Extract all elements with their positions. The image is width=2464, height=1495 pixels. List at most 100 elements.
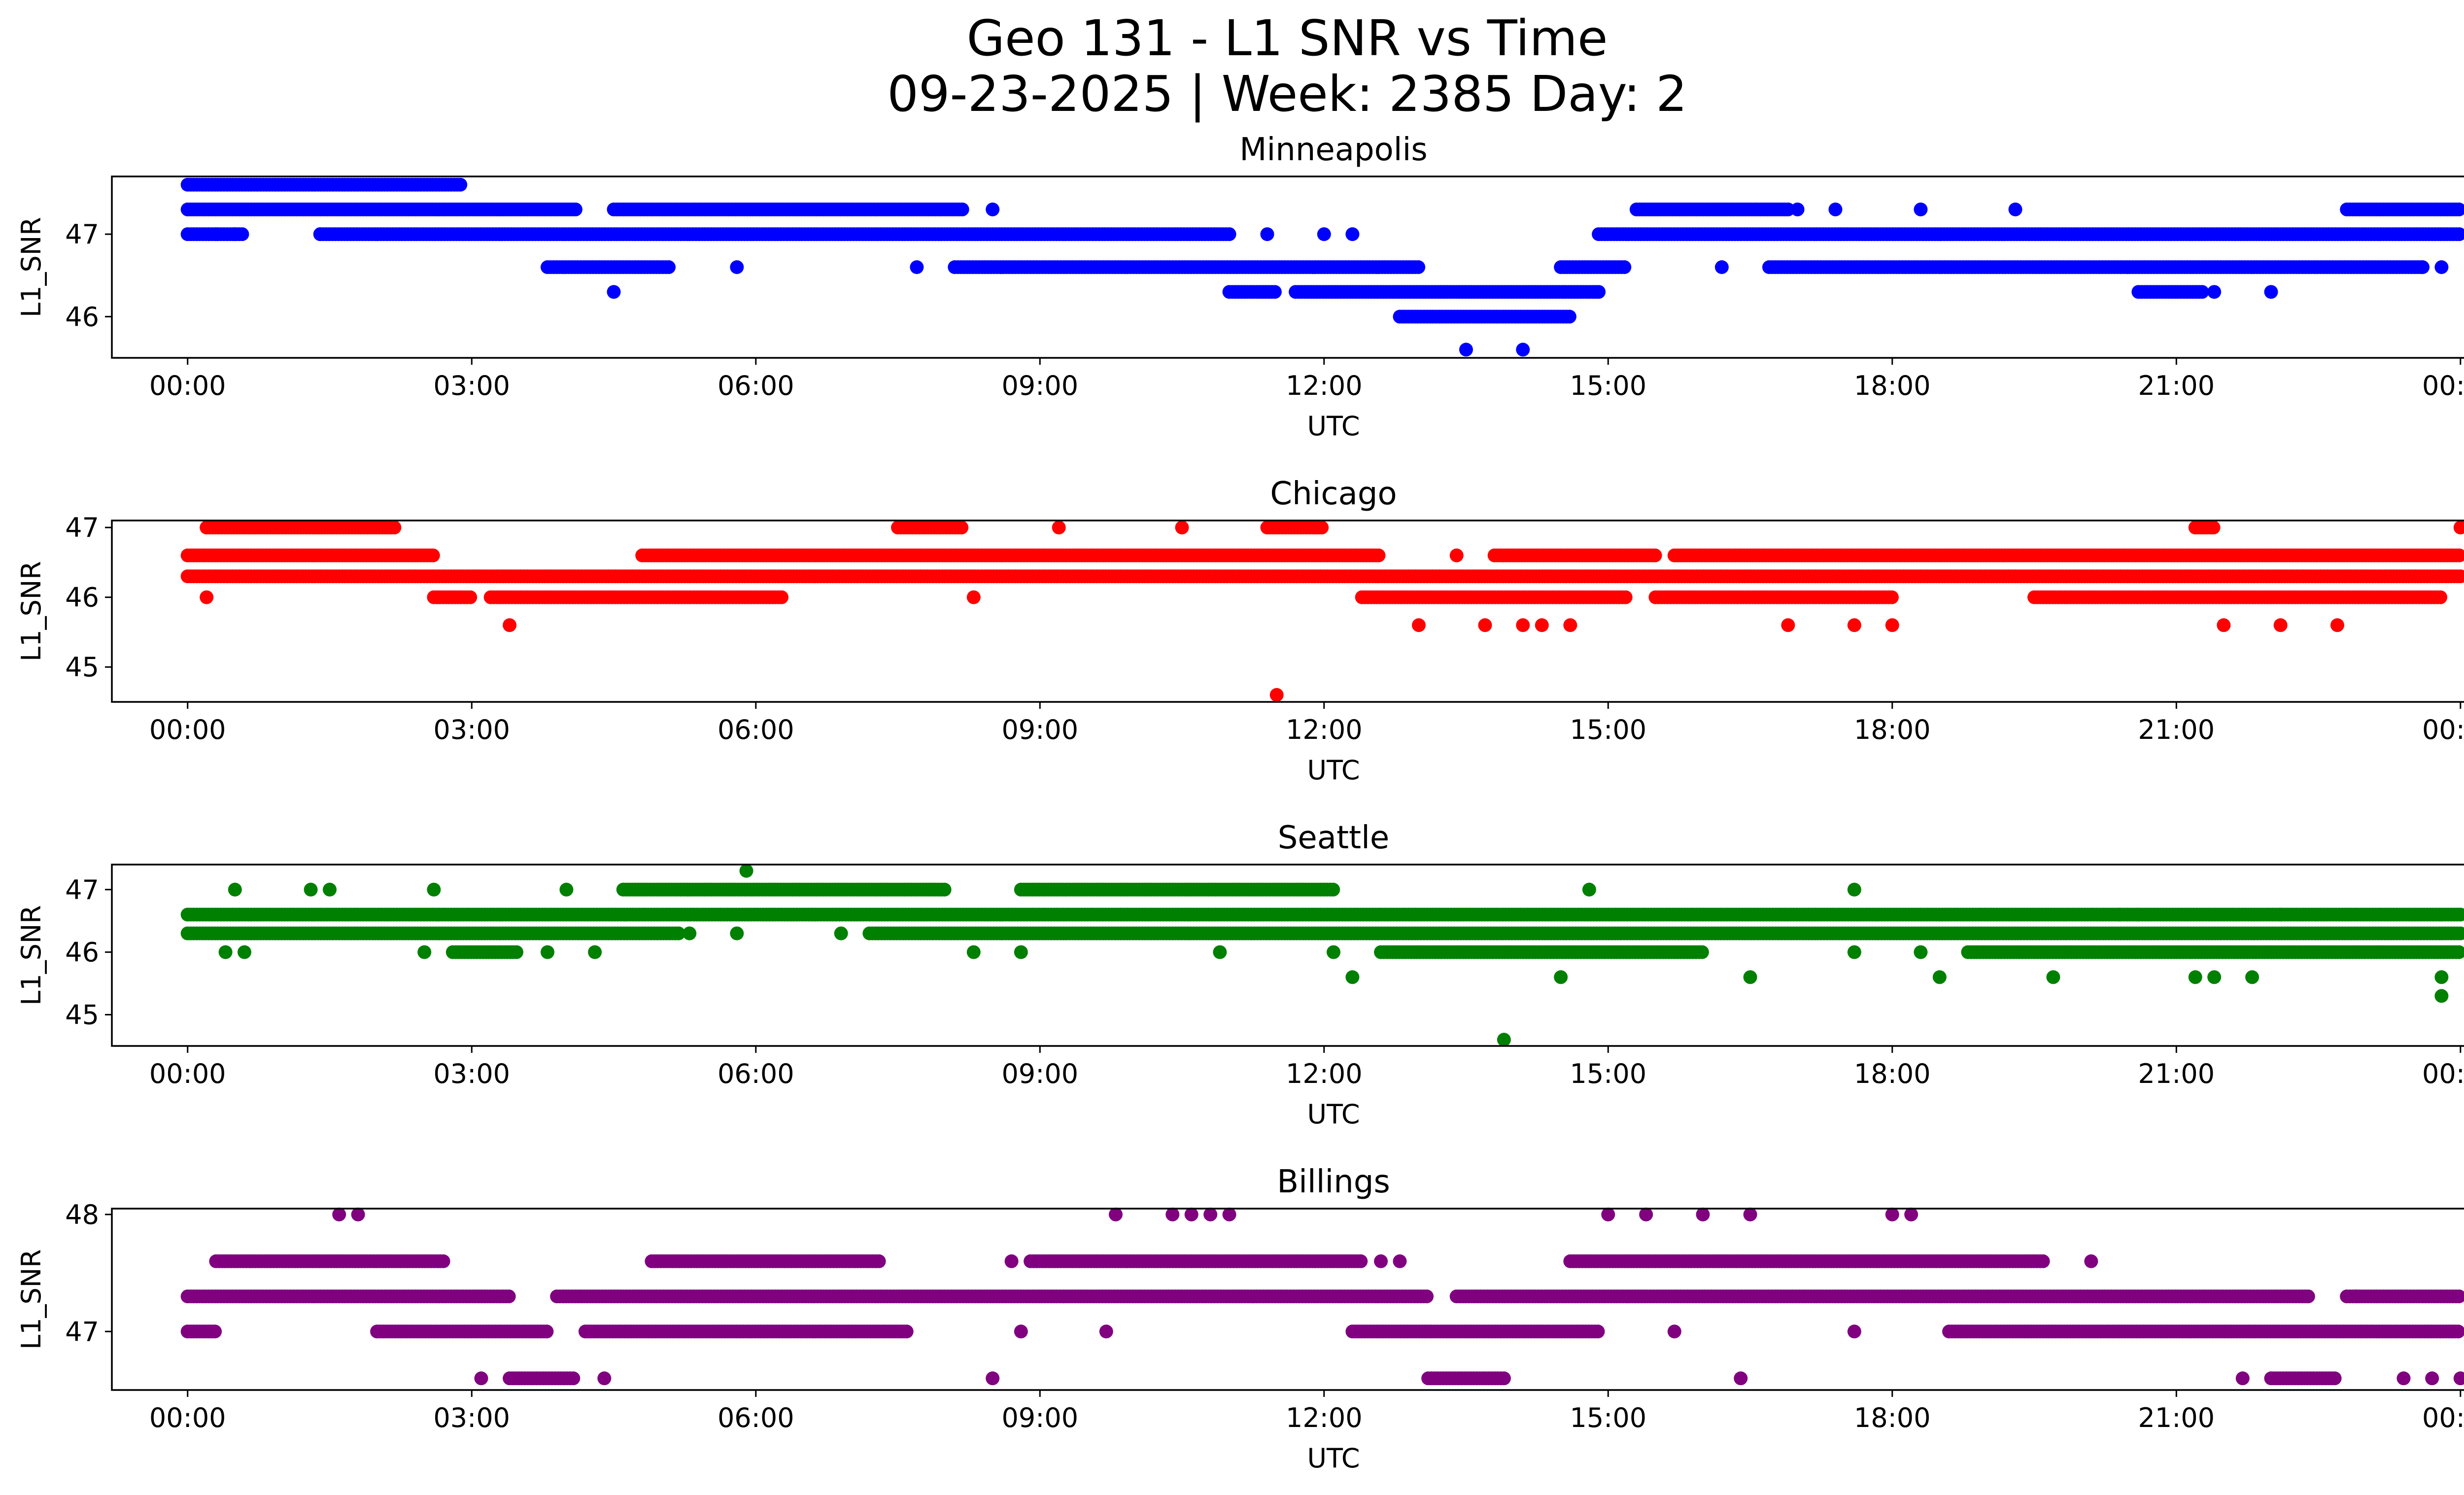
data-point: [662, 260, 676, 274]
data-point: [1260, 227, 1274, 242]
data-point: [503, 618, 517, 632]
data-point: [1617, 260, 1632, 274]
data-point: [1781, 202, 1795, 216]
x-tick-label: 03:00: [433, 714, 510, 745]
y-tick-label: 47: [65, 512, 99, 543]
x-tick-label: 03:00: [433, 370, 510, 401]
data-point: [1412, 618, 1426, 632]
data-point: [2264, 285, 2278, 299]
x-tick-label: 00:00: [149, 714, 226, 745]
data-point: [1516, 618, 1530, 632]
x-tick-label: 00:00: [2422, 370, 2464, 401]
data-point: [955, 202, 969, 216]
x-tick-label: 15:00: [1570, 370, 1646, 401]
data-point: [2452, 548, 2464, 562]
x-tick-label: 18:00: [1854, 370, 1931, 401]
data-point: [453, 177, 468, 192]
data-point: [1267, 285, 1282, 299]
data-point: [1790, 202, 1805, 216]
x-tick-label: 00:00: [149, 370, 226, 401]
panel-title: Seattle: [1278, 820, 1390, 856]
data-point: [2330, 618, 2344, 632]
data-point: [2452, 227, 2464, 242]
data-point: [1478, 618, 1492, 632]
x-tick-label: 09:00: [1001, 714, 1078, 745]
data-point: [1648, 548, 1662, 562]
figure-title-line1: Geo 131 - L1 SNR vs Time: [967, 9, 1608, 67]
data-point: [986, 202, 1000, 216]
data-points-minneapolis: [180, 177, 2464, 357]
panel-title: Chicago: [1270, 476, 1397, 512]
x-tick-label: 18:00: [1854, 714, 1931, 745]
data-point: [228, 227, 242, 242]
y-ticks: 46 47: [65, 219, 112, 332]
data-point: [200, 590, 214, 604]
data-point: [1592, 285, 1606, 299]
data-point: [2273, 618, 2288, 632]
data-point: [313, 227, 327, 242]
data-point: [1781, 618, 1795, 632]
data-point: [1315, 521, 1329, 535]
x-axis-label: UTC: [1307, 755, 1360, 786]
data-point: [387, 521, 402, 535]
data-point: [2008, 202, 2022, 216]
panel-minneapolis: Minneapolis 46 47 00:00 03:00 06:00 09:00 12:…: [16, 132, 2464, 442]
data-point: [2206, 521, 2221, 535]
data-point: [607, 285, 621, 299]
data-point: [910, 260, 924, 274]
data-point: [1052, 521, 1066, 535]
data-point: [463, 590, 478, 604]
data-points-chicago: [180, 521, 2464, 702]
data-point: [2452, 202, 2464, 216]
data-point: [2433, 590, 2448, 604]
x-tick-label: 15:00: [1570, 714, 1646, 745]
data-point: [1562, 310, 1576, 324]
y-tick-label: 46: [65, 582, 99, 613]
x-tick-label: 21:00: [2138, 370, 2215, 401]
data-point: [1317, 227, 1331, 242]
x-tick-label: 00:00: [2422, 714, 2464, 745]
x-tick-label: 12:00: [1286, 714, 1363, 745]
data-point: [209, 227, 223, 242]
data-point: [730, 260, 744, 274]
data-point: [1885, 618, 1899, 632]
data-point: [2434, 260, 2449, 274]
data-point: [1459, 343, 1473, 357]
x-tick-label: 21:00: [2138, 714, 2215, 745]
data-point: [1828, 202, 1843, 216]
data-point: [568, 202, 582, 216]
y-tick-label: 47: [65, 219, 99, 250]
plot-frame: [111, 175, 2464, 359]
data-point: [1847, 618, 1861, 632]
data-point: [2195, 285, 2209, 299]
y-tick-label: 45: [65, 652, 99, 683]
data-point: [2217, 618, 2231, 632]
x-tick-label: 06:00: [718, 714, 794, 745]
y-axis-label: L1_SNR: [16, 217, 47, 317]
data-point: [426, 548, 440, 562]
data-point: [1885, 590, 1899, 604]
y-tick-label: 46: [65, 301, 99, 332]
panel-title: Minneapolis: [1239, 132, 1427, 168]
data-point: [1269, 688, 1284, 702]
data-point: [2416, 260, 2430, 274]
panel-chicago: Chicago 45 46 47 00:00 03:00 06:00 09:00 12:00…: [16, 476, 2464, 786]
data-point: [1449, 548, 1464, 562]
data-point: [1618, 590, 1633, 604]
data-point: [2207, 285, 2222, 299]
data-point: [1914, 202, 1928, 216]
x-axis-label: UTC: [1307, 411, 1360, 442]
data-point: [1516, 343, 1530, 357]
data-point: [1411, 260, 1426, 274]
x-ticks: 00:00 03:00 06:00 09:00 12:00 15:00 18:00 21:00…: [149, 358, 2464, 401]
data-point: [966, 590, 981, 604]
data-point: [1222, 227, 1236, 242]
x-tick-label: 06:00: [718, 370, 794, 401]
x-tick-label: 09:00: [1001, 370, 1078, 401]
y-axis-label: L1_SNR: [16, 561, 47, 661]
data-point: [1371, 548, 1386, 562]
data-point: [775, 590, 788, 604]
x-tick-label: 12:00: [1286, 370, 1363, 401]
data-point: [1563, 618, 1577, 632]
